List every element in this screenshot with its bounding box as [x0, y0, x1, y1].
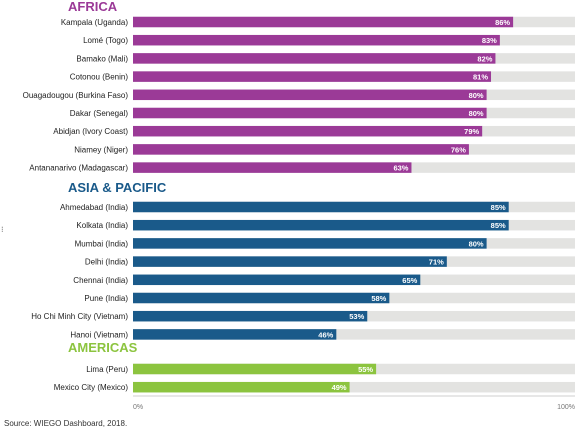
bar — [133, 238, 487, 249]
x-tick-label: 0% — [133, 404, 143, 411]
data-label: 85% — [491, 221, 506, 230]
bar — [133, 381, 350, 393]
bar — [133, 107, 487, 119]
bar — [133, 89, 487, 101]
category-label: Lomé (Togo) — [83, 36, 128, 45]
group-title: ASIA & PACIFIC — [68, 180, 167, 195]
category-label: Ahmedabad (India) — [60, 203, 128, 212]
data-label: 80% — [469, 91, 484, 100]
category-label: Kolkata (India) — [76, 221, 128, 230]
data-label: 76% — [451, 145, 466, 154]
data-label: 80% — [469, 109, 484, 118]
category-label: Mexico City (Mexico) — [54, 383, 129, 392]
bar — [133, 363, 377, 375]
category-label: Kampala (Uganda) — [61, 18, 128, 27]
data-label: 65% — [402, 276, 417, 285]
group-title: AMERICAS — [68, 340, 138, 355]
data-label: 55% — [358, 365, 373, 374]
bar-track — [133, 329, 575, 340]
bar — [133, 201, 509, 213]
category-label: Delhi (India) — [85, 258, 128, 267]
category-label: Chennai (India) — [73, 276, 128, 285]
data-label: 53% — [349, 312, 364, 321]
source-note: Source: WIEGO Dashboard, 2018. — [4, 419, 128, 428]
category-label: Lima (Peru) — [86, 365, 128, 374]
bar — [133, 53, 496, 64]
category-label: Bamako (Mali) — [76, 54, 128, 63]
bar-track — [133, 381, 575, 393]
category-label: Cotonou (Benin) — [70, 73, 129, 82]
data-label: 83% — [482, 36, 497, 45]
bar — [133, 310, 368, 322]
bar — [133, 329, 337, 340]
data-label: 80% — [469, 239, 484, 248]
data-label: 79% — [464, 127, 479, 136]
category-label: Mumbai (India) — [75, 239, 129, 248]
bar — [133, 292, 390, 304]
category-label: Ouagadougou (Burkina Faso) — [23, 91, 129, 100]
bar — [133, 71, 492, 82]
data-label: 63% — [393, 164, 408, 173]
category-label: Antananarivo (Madagascar) — [29, 164, 128, 173]
bar — [133, 162, 412, 173]
data-label: 82% — [477, 54, 492, 63]
bar — [133, 144, 469, 155]
bar — [133, 16, 514, 28]
category-label: Niamey (Niger) — [74, 145, 128, 154]
category-label: Dakar (Senegal) — [70, 109, 129, 118]
x-tick-label: 100% — [557, 404, 575, 411]
data-label: 85% — [491, 203, 506, 212]
stray-mark: ⁝ — [1, 225, 4, 234]
bar — [133, 256, 447, 267]
category-label: Hanoi (Vietnam) — [70, 330, 128, 339]
category-label: Ho Chi Minh City (Vietnam) — [31, 312, 128, 321]
group-title: AFRICA — [68, 0, 118, 14]
bar — [133, 274, 421, 286]
category-label: Abidjan (Ivory Coast) — [53, 127, 128, 136]
data-label: 86% — [495, 18, 510, 27]
bar — [133, 34, 500, 46]
data-label: 81% — [473, 73, 488, 82]
data-label: 46% — [318, 330, 333, 339]
bar — [133, 125, 483, 137]
category-label: Pune (India) — [84, 294, 128, 303]
data-label: 71% — [429, 258, 444, 267]
data-label: 58% — [371, 294, 386, 303]
data-label: 49% — [332, 383, 347, 392]
bar — [133, 219, 509, 231]
